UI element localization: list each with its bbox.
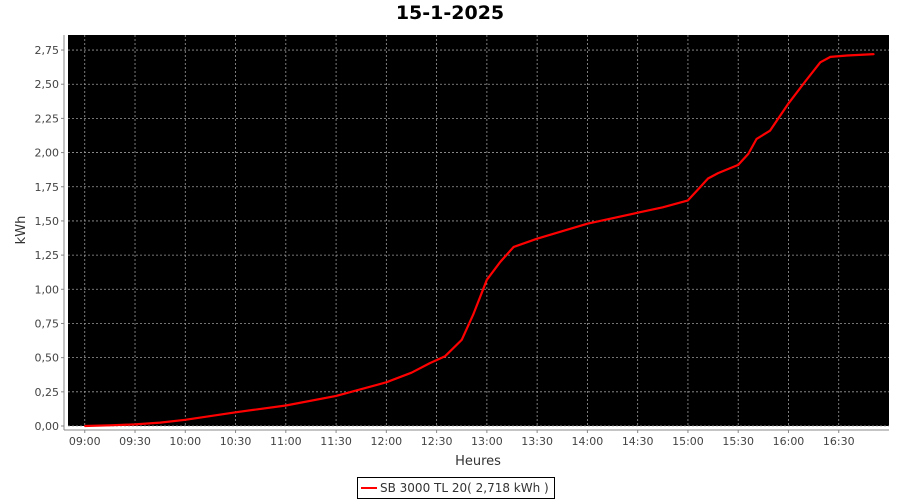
legend-label: SB 3000 TL 20( 2,718 kWh ): [380, 481, 549, 495]
data-point: [769, 129, 771, 132]
y-axis-label: kWh: [14, 216, 29, 245]
data-point: [499, 261, 502, 263]
data-point: [83, 425, 86, 427]
data-point: [109, 424, 111, 427]
y-tick-label: 1,75: [35, 181, 60, 194]
data-point: [636, 211, 639, 214]
data-point: [687, 199, 689, 202]
axes: 09:00 09:30 10:00 10:30 11:00 11:30 12:00 12:30…: [35, 35, 889, 448]
y-tick-label: 1,50: [35, 215, 60, 228]
x-tick-label: 15:00: [672, 435, 704, 448]
data-point: [829, 56, 832, 58]
x-tick-label: 09:00: [69, 435, 101, 448]
data-point: [787, 102, 790, 105]
chart-title: 15-1-2025: [395, 2, 505, 24]
y-tick-label: 0,50: [35, 352, 60, 365]
data-point: [486, 278, 488, 281]
data-point: [819, 61, 822, 64]
x-tick-label: 16:30: [823, 435, 855, 448]
x-tick-label: 14:30: [622, 435, 654, 448]
x-tick-label: 16:00: [773, 435, 805, 448]
data-point: [707, 177, 709, 180]
x-tick-label: 12:30: [421, 435, 453, 448]
y-tick-label: 2,50: [35, 78, 60, 91]
x-tick-label: 11:00: [270, 435, 302, 448]
data-point: [846, 54, 848, 57]
data-point: [444, 355, 446, 358]
y-tick-label: 0,25: [35, 386, 60, 399]
data-point: [197, 416, 200, 419]
data-point: [472, 313, 475, 315]
data-point: [586, 222, 589, 225]
x-tick-label: 10:30: [220, 435, 252, 448]
data-point: [410, 371, 413, 374]
x-tick-label: 09:30: [119, 435, 151, 448]
data-point: [460, 339, 463, 341]
legend-swatch: [361, 487, 377, 489]
y-tick-label: 0,00: [35, 420, 60, 433]
data-point: [804, 80, 807, 83]
data-point: [747, 153, 750, 155]
data-point: [234, 411, 237, 414]
y-tick-label: 2,00: [35, 147, 60, 160]
data-point: [512, 246, 515, 248]
data-point: [285, 404, 287, 407]
legend: SB 3000 TL 20( 2,718 kWh ): [357, 477, 555, 499]
x-tick-label: 10:00: [169, 435, 201, 448]
data-point: [662, 206, 664, 209]
data-point: [134, 423, 136, 426]
data-point: [755, 138, 758, 140]
y-tick-label: 0,75: [35, 317, 60, 330]
plot-area: [68, 35, 889, 426]
x-tick-label: 15:30: [722, 435, 754, 448]
grid: [68, 35, 889, 427]
data-point: [717, 172, 719, 174]
y-tick-label: 2,25: [35, 112, 60, 125]
y-tick-label: 2,75: [35, 44, 60, 57]
y-tick-label: 1,25: [35, 249, 60, 262]
x-tick-label: 13:30: [521, 435, 553, 448]
series-group: [83, 53, 875, 428]
y-tick-label: 1,00: [35, 283, 60, 296]
data-point: [184, 419, 187, 421]
x-tick-label: 14:00: [572, 435, 604, 448]
data-point: [536, 237, 538, 240]
x-tick-label: 11:30: [320, 435, 352, 448]
series-line: [84, 53, 874, 428]
data-point: [429, 362, 431, 364]
x-tick-label: 12:00: [370, 435, 402, 448]
data-point: [159, 421, 161, 424]
data-point: [697, 188, 699, 191]
x-tick-label: 13:00: [471, 435, 503, 448]
data-point: [737, 164, 740, 166]
data-point: [873, 53, 875, 55]
data-point: [385, 381, 388, 384]
x-axis-label: Heures: [455, 454, 501, 469]
data-point: [335, 395, 337, 397]
